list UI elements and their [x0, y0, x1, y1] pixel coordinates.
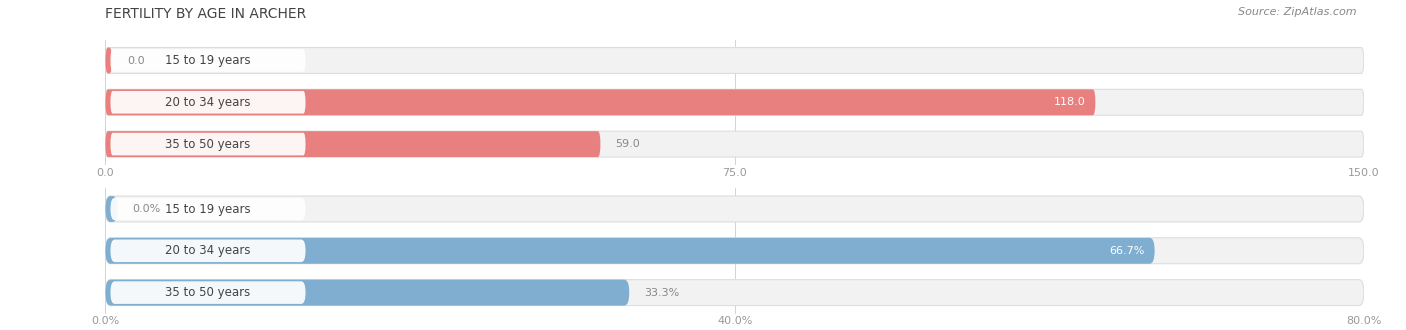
Text: 35 to 50 years: 35 to 50 years	[166, 286, 250, 299]
Text: 20 to 34 years: 20 to 34 years	[166, 244, 250, 257]
FancyBboxPatch shape	[111, 49, 305, 72]
Text: Source: ZipAtlas.com: Source: ZipAtlas.com	[1239, 7, 1357, 16]
FancyBboxPatch shape	[105, 280, 1364, 306]
Text: 59.0: 59.0	[616, 139, 640, 149]
Text: 33.3%: 33.3%	[644, 288, 679, 298]
Text: 15 to 19 years: 15 to 19 years	[165, 54, 250, 67]
FancyBboxPatch shape	[105, 48, 1364, 74]
FancyBboxPatch shape	[111, 281, 305, 304]
Text: 0.0%: 0.0%	[132, 204, 162, 214]
Text: 35 to 50 years: 35 to 50 years	[166, 138, 250, 150]
FancyBboxPatch shape	[105, 48, 112, 74]
FancyBboxPatch shape	[105, 196, 118, 222]
Text: 20 to 34 years: 20 to 34 years	[166, 96, 250, 109]
Text: FERTILITY BY AGE IN ARCHER: FERTILITY BY AGE IN ARCHER	[105, 7, 307, 20]
FancyBboxPatch shape	[105, 89, 1095, 115]
FancyBboxPatch shape	[111, 198, 305, 220]
FancyBboxPatch shape	[105, 131, 600, 157]
Text: 66.7%: 66.7%	[1109, 246, 1144, 256]
Text: 118.0: 118.0	[1053, 97, 1085, 107]
Text: 0.0: 0.0	[127, 55, 145, 65]
FancyBboxPatch shape	[111, 91, 305, 114]
FancyBboxPatch shape	[105, 280, 630, 306]
FancyBboxPatch shape	[111, 240, 305, 262]
FancyBboxPatch shape	[105, 196, 1364, 222]
FancyBboxPatch shape	[111, 133, 305, 155]
FancyBboxPatch shape	[105, 238, 1364, 264]
FancyBboxPatch shape	[105, 131, 1364, 157]
Text: 15 to 19 years: 15 to 19 years	[165, 203, 250, 215]
FancyBboxPatch shape	[105, 238, 1154, 264]
FancyBboxPatch shape	[105, 89, 1364, 115]
